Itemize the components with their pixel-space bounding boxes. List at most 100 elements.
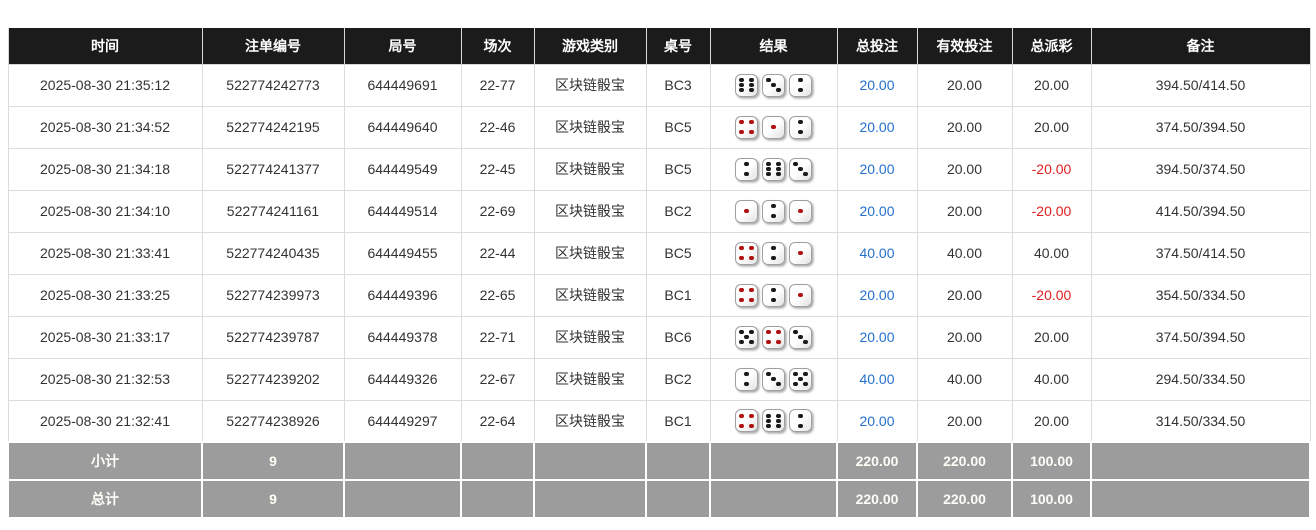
cell-bet-id: 522774238926 <box>201 399 345 443</box>
die-icon-6 <box>735 73 758 97</box>
cell-table-no: BC1 <box>645 399 711 443</box>
cell-time: 2025-08-30 21:34:52 <box>7 105 203 149</box>
subtotal-row: 小计 9 220.00 220.00 100.00 <box>7 441 1311 481</box>
payout-value: -20.00 <box>1031 161 1072 177</box>
cell-bet-id: 522774239202 <box>201 357 345 401</box>
cell-game-type: 区块链骰宝 <box>533 63 647 107</box>
cell-result <box>709 231 838 275</box>
cell-result <box>709 189 838 233</box>
die-icon-5 <box>735 325 758 349</box>
total-bet-link[interactable]: 40.00 <box>836 357 918 401</box>
total-bet-link[interactable]: 20.00 <box>836 399 918 443</box>
cell-round-id: 644449297 <box>343 399 462 443</box>
grandtotal-total-bet: 220.00 <box>836 479 918 519</box>
cell-table-no: BC1 <box>645 273 711 317</box>
payout-value: 40.00 <box>1033 245 1070 261</box>
die-icon-3 <box>789 157 812 181</box>
dice-result-icons <box>711 409 837 433</box>
die-icon-2 <box>762 241 785 265</box>
payout-value: 40.00 <box>1033 371 1070 387</box>
cell-valid-bet: 40.00 <box>916 231 1013 275</box>
cell-time: 2025-08-30 21:32:41 <box>7 399 203 443</box>
cell-time: 2025-08-30 21:35:12 <box>7 63 203 107</box>
total-bet-link[interactable]: 20.00 <box>836 315 918 359</box>
col-bet-id: 注单编号 <box>201 28 345 65</box>
payout-value: 20.00 <box>1033 119 1070 135</box>
table-row: 2025-08-30 21:33:41 522774240435 6444494… <box>7 231 1311 275</box>
payout-value: 20.00 <box>1033 412 1070 429</box>
cell-game-type: 区块链骰宝 <box>533 147 647 191</box>
payout-value: -20.00 <box>1031 203 1072 219</box>
cell-remark: 374.50/394.50 <box>1090 315 1311 359</box>
cell-valid-bet: 20.00 <box>916 63 1013 107</box>
cell-valid-bet: 20.00 <box>916 189 1013 233</box>
die-icon-1 <box>735 199 758 223</box>
cell-total-payout: 20.00 <box>1011 315 1092 359</box>
table-row: 2025-08-30 21:35:12 522774242773 6444496… <box>7 63 1311 107</box>
payout-value: 20.00 <box>1033 329 1070 345</box>
dice-result-icons <box>711 115 837 139</box>
die-icon-4 <box>735 115 758 139</box>
cell-bet-id: 522774240435 <box>201 231 345 275</box>
cell-result <box>709 399 838 443</box>
cell-round-id: 644449691 <box>343 63 462 107</box>
total-bet-link[interactable]: 20.00 <box>836 147 918 191</box>
die-icon-2 <box>789 73 812 97</box>
col-time: 时间 <box>7 28 203 65</box>
die-icon-3 <box>789 325 812 349</box>
cell-valid-bet: 20.00 <box>916 105 1013 149</box>
total-bet-link[interactable]: 20.00 <box>836 63 918 107</box>
cell-game-type: 区块链骰宝 <box>533 357 647 401</box>
cell-remark: 294.50/334.50 <box>1090 357 1311 401</box>
col-round-id: 局号 <box>343 28 462 65</box>
cell-session: 22-77 <box>460 63 535 107</box>
cell-total-payout: 40.00 <box>1011 357 1092 401</box>
cell-total-payout: 20.00 <box>1011 399 1092 443</box>
cell-remark: 394.50/374.50 <box>1090 147 1311 191</box>
cell-remark: 354.50/334.50 <box>1090 273 1311 317</box>
cell-valid-bet: 20.00 <box>916 147 1013 191</box>
total-bet-link[interactable]: 40.00 <box>836 231 918 275</box>
cell-table-no: BC2 <box>645 189 711 233</box>
cell-valid-bet: 20.00 <box>916 399 1013 443</box>
die-icon-4 <box>762 325 785 349</box>
die-icon-2 <box>762 283 785 307</box>
cell-remark: 314.50/334.50 <box>1090 399 1311 443</box>
total-bet-link[interactable]: 20.00 <box>836 105 918 149</box>
cell-table-no: BC3 <box>645 63 711 107</box>
die-icon-1 <box>762 115 785 139</box>
cell-session: 22-45 <box>460 147 535 191</box>
dice-result-icons <box>711 199 837 223</box>
subtotal-count: 9 <box>201 441 345 481</box>
cell-bet-id: 522774241377 <box>201 147 345 191</box>
total-bet-link[interactable]: 20.00 <box>836 189 918 233</box>
cell-result <box>709 273 838 317</box>
bet-history-table: 时间 注单编号 局号 场次 游戏类别 桌号 结果 总投注 有效投注 总派彩 备注… <box>7 28 1311 519</box>
cell-round-id: 644449455 <box>343 231 462 275</box>
cell-game-type: 区块链骰宝 <box>533 273 647 317</box>
dice-result-icons <box>711 241 837 265</box>
cell-time: 2025-08-30 21:32:53 <box>7 357 203 401</box>
table-body: 2025-08-30 21:35:12 522774242773 6444496… <box>7 63 1311 443</box>
table-row: 2025-08-30 21:32:41 522774238926 6444492… <box>7 399 1311 443</box>
table-row: 2025-08-30 21:34:10 522774241161 6444495… <box>7 189 1311 233</box>
grandtotal-valid-bet: 220.00 <box>916 479 1013 519</box>
dice-result-icons <box>711 325 837 349</box>
cell-total-payout: 20.00 <box>1011 63 1092 107</box>
die-icon-2 <box>735 367 758 391</box>
cell-session: 22-67 <box>460 357 535 401</box>
die-icon-1 <box>789 199 812 223</box>
cell-game-type: 区块链骰宝 <box>533 189 647 233</box>
cell-game-type: 区块链骰宝 <box>533 105 647 149</box>
cell-table-no: BC2 <box>645 357 711 401</box>
cell-time: 2025-08-30 21:34:10 <box>7 189 203 233</box>
table-row: 2025-08-30 21:33:25 522774239973 6444493… <box>7 273 1311 317</box>
die-icon-6 <box>762 157 785 181</box>
cell-valid-bet: 40.00 <box>916 357 1013 401</box>
die-icon-2 <box>789 115 812 139</box>
total-bet-link[interactable]: 20.00 <box>836 273 918 317</box>
cell-round-id: 644449514 <box>343 189 462 233</box>
col-total-payout: 总派彩 <box>1011 28 1092 65</box>
cell-time: 2025-08-30 21:34:18 <box>7 147 203 191</box>
cell-bet-id: 522774242773 <box>201 63 345 107</box>
